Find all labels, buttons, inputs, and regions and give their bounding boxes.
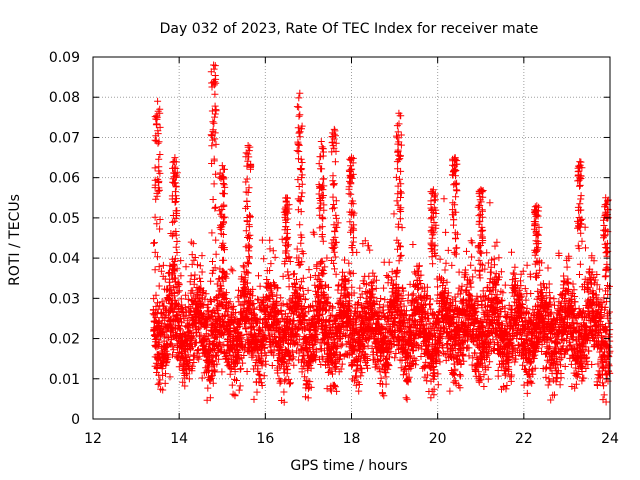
x-tick-label: 24 <box>601 431 619 447</box>
x-tick-label: 14 <box>170 431 188 447</box>
y-tick-label: 0.04 <box>49 251 80 267</box>
chart-title: Day 032 of 2023, Rate Of TEC Index for r… <box>160 21 539 37</box>
y-tick-label: 0.03 <box>49 291 80 307</box>
y-tick-label: 0.01 <box>49 372 80 388</box>
data-points <box>149 61 614 406</box>
x-tick-label: 22 <box>515 431 533 447</box>
y-tick-label: 0.09 <box>49 50 80 66</box>
y-tick-label: 0.07 <box>49 130 80 146</box>
axis-ticks <box>92 56 611 420</box>
y-tick-label: 0.02 <box>49 332 80 348</box>
x-tick-label: 18 <box>343 431 361 447</box>
y-axis-label: ROTI / TECUs <box>7 194 23 286</box>
x-tick-label: 16 <box>256 431 274 447</box>
x-axis-label: GPS time / hours <box>290 458 407 474</box>
y-tick-label: 0.08 <box>49 90 80 106</box>
x-tick-label: 20 <box>429 431 447 447</box>
tick-labels: 0 0.01 0.02 0.03 0.04 0.05 0.06 0.07 0.08 0.09 12 1… <box>49 50 619 447</box>
y-tick-label: 0 <box>71 412 80 428</box>
y-tick-label: 0.05 <box>49 211 80 227</box>
y-tick-label: 0.06 <box>49 171 80 187</box>
x-tick-label: 12 <box>84 431 102 447</box>
roti-series-points <box>149 61 614 406</box>
